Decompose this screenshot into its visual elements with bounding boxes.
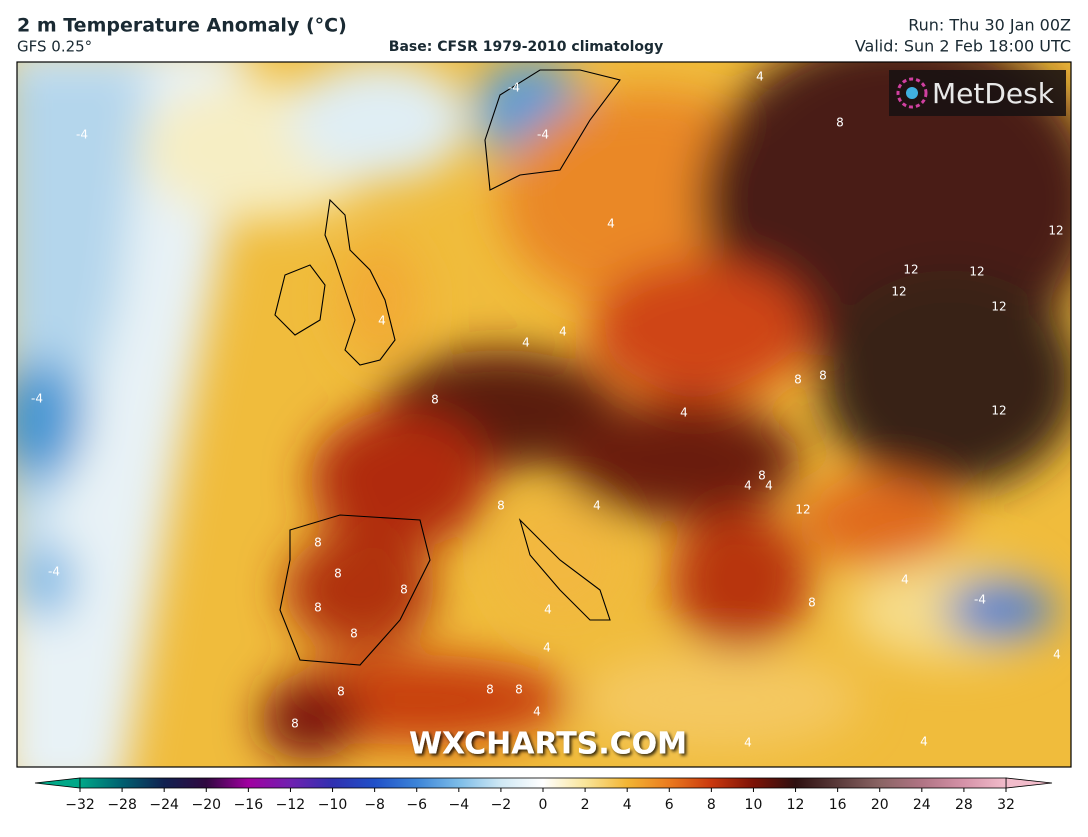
colorbar-tick-label: 32 (997, 797, 1015, 813)
colorbar-tick-label: 6 (665, 797, 674, 813)
colorbar-tick-label: −2 (491, 797, 512, 813)
contour-label: 4 (901, 573, 909, 587)
contour-label: -4 (974, 593, 986, 607)
contour-label: 4 (607, 217, 615, 231)
contour-label: 4 (522, 336, 530, 350)
contour-label: 8 (819, 369, 827, 383)
contour-label: 8 (497, 499, 505, 513)
colorbar-tick-label: −6 (406, 797, 427, 813)
contour-label: -4 (508, 81, 520, 95)
base: Base: CFSR 1979-2010 climatology (389, 39, 663, 55)
contour-label: 4 (744, 736, 752, 750)
colorbar-arrow-right (1005, 777, 1053, 789)
contour-label: 4 (765, 479, 773, 493)
contour-label: 4 (544, 603, 552, 617)
contour-label: 8 (486, 683, 494, 697)
colorbar-tick-label: −4 (448, 797, 469, 813)
contour-label: 12 (1048, 224, 1063, 238)
colorbar-tick-label: −28 (107, 797, 137, 813)
colorbar-tick-label: 2 (581, 797, 590, 813)
colorbar-tick-label: 20 (871, 797, 889, 813)
colorbar-tick-label: 12 (787, 797, 805, 813)
contour-label: 4 (543, 641, 551, 655)
contour-label: 8 (794, 373, 802, 387)
contour-label: 8 (334, 567, 342, 581)
run: Run: Thu 30 Jan 00Z (908, 16, 1071, 35)
contour-label: 8 (758, 469, 766, 483)
contour-label: 4 (680, 406, 688, 420)
contour-label: 12 (991, 404, 1006, 418)
logo: MetDesk (932, 77, 1055, 110)
contour-label: 4 (744, 479, 752, 493)
contour-label: 8 (337, 685, 345, 699)
watermark: WXCHARTS.COM (409, 727, 687, 762)
contour-label: 8 (314, 601, 322, 615)
colorbar-tick-label: 4 (623, 797, 632, 813)
colorbar-tick-label: −16 (234, 797, 264, 813)
colorbar: −32 −28 −24 −20 −16 −12 −10 −8 −6 −4 −2 0 2 4 6 8 10 12 16… (34, 777, 1053, 813)
contour-label: 8 (808, 596, 816, 610)
colorbar-tick-label: −20 (191, 797, 221, 813)
colorbar-tick-label: −24 (149, 797, 179, 813)
title: 2 m Temperature Anomaly (°C) (17, 15, 347, 37)
contour-label: 8 (836, 116, 844, 130)
colorbar-tick-label: −32 (65, 797, 95, 813)
contour-label: 4 (559, 325, 567, 339)
colorbar-tick-label: 10 (745, 797, 763, 813)
model: GFS 0.25° (17, 38, 92, 56)
colorbar-bar (79, 777, 1007, 789)
coastlines (274, 69, 621, 666)
contour-label: 8 (291, 717, 299, 731)
logo-icon (896, 77, 928, 109)
contour-label: 12 (795, 503, 810, 517)
contour-label: 12 (903, 263, 918, 277)
contour-label: 4 (1053, 648, 1061, 662)
contour-label: 8 (400, 583, 408, 597)
colorbar-tick-label: −12 (276, 797, 306, 813)
contour-label: 12 (991, 300, 1006, 314)
contour-label: 4 (378, 314, 386, 328)
contour-label: 4 (593, 499, 601, 513)
colorbar-tick-label: 28 (955, 797, 973, 813)
contour-label: 8 (314, 536, 322, 550)
colorbar-arrow-left (34, 777, 81, 789)
colorbar-tick-label: 0 (539, 797, 548, 813)
contour-label: -4 (537, 128, 549, 142)
contour-label: -4 (76, 128, 88, 142)
contour-label: 4 (533, 705, 541, 719)
contour-label: -4 (48, 565, 60, 579)
colorbar-tick-label: 24 (913, 797, 931, 813)
contour-label: 8 (350, 627, 358, 641)
contour-label: 8 (515, 683, 523, 697)
contour-label: -4 (31, 392, 43, 406)
contour-label: 4 (920, 735, 928, 749)
colorbar-tick-label: −10 (318, 797, 348, 813)
contour-label: 8 (431, 393, 439, 407)
contour-label: 12 (969, 265, 984, 279)
colorbar-tick-label: −8 (364, 797, 385, 813)
colorbar-tick-label: 8 (707, 797, 716, 813)
colorbar-tick-label: 16 (829, 797, 847, 813)
logo-box (889, 70, 1066, 116)
valid: Valid: Sun 2 Feb 18:00 UTC (855, 37, 1071, 56)
contour-label: 4 (756, 70, 764, 84)
map-frame (16, 61, 1072, 768)
contour-label: 12 (891, 285, 906, 299)
